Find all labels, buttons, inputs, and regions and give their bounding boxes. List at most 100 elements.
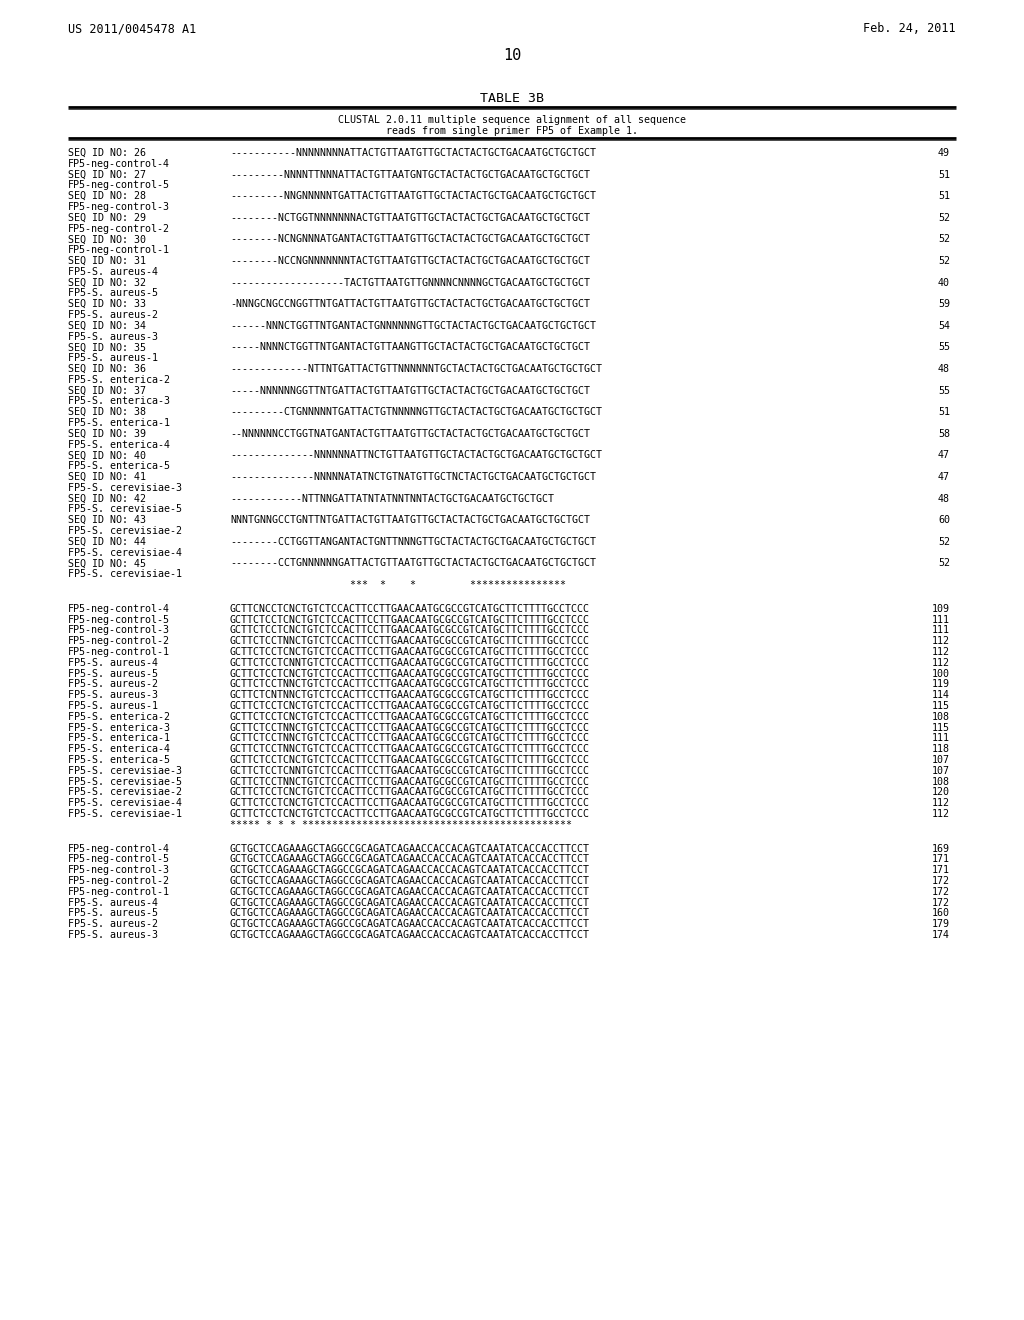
Text: FP5-S. aureus-4: FP5-S. aureus-4: [68, 657, 158, 668]
Text: FP5-S. enterica-5: FP5-S. enterica-5: [68, 461, 170, 471]
Text: 49: 49: [938, 148, 950, 158]
Text: 171: 171: [932, 865, 950, 875]
Text: FP5-S. cerevisiae-5: FP5-S. cerevisiae-5: [68, 504, 182, 515]
Text: 111: 111: [932, 734, 950, 743]
Text: SEQ ID NO: 33: SEQ ID NO: 33: [68, 300, 146, 309]
Text: SEQ ID NO: 34: SEQ ID NO: 34: [68, 321, 146, 331]
Text: SEQ ID NO: 28: SEQ ID NO: 28: [68, 191, 146, 201]
Text: 112: 112: [932, 647, 950, 657]
Text: 52: 52: [938, 235, 950, 244]
Text: FP5-S. aureus-1: FP5-S. aureus-1: [68, 701, 158, 711]
Text: FP5-S. cerevisiae-2: FP5-S. cerevisiae-2: [68, 525, 182, 536]
Text: FP5-neg-control-5: FP5-neg-control-5: [68, 854, 170, 865]
Text: 160: 160: [932, 908, 950, 919]
Text: FP5-S. aureus-4: FP5-S. aureus-4: [68, 898, 158, 908]
Text: FP5-S. enterica-2: FP5-S. enterica-2: [68, 375, 170, 385]
Text: GCTGCTCCAGAAAGCTAGGCCGCAGATCAGAACCACCACAGTCAATATCACCACCTTCCT: GCTGCTCCAGAAAGCTAGGCCGCAGATCAGAACCACCACA…: [230, 887, 590, 896]
Text: GCTTCTCCTCNCTGTCTCCACTTCCTTGAACAATGCGCCGTCATGCTTCTTTTGCCTCCC: GCTTCTCCTCNCTGTCTCCACTTCCTTGAACAATGCGCCG…: [230, 626, 590, 635]
Text: 107: 107: [932, 755, 950, 766]
Text: GCTTCTCCTCNCTGTCTCCACTTCCTTGAACAATGCGCCGTCATGCTTCTTTTGCCTCCC: GCTTCTCCTCNCTGTCTCCACTTCCTTGAACAATGCGCCG…: [230, 701, 590, 711]
Text: FP5-S. enterica-1: FP5-S. enterica-1: [68, 418, 170, 428]
Text: 169: 169: [932, 843, 950, 854]
Text: 118: 118: [932, 744, 950, 754]
Text: 55: 55: [938, 342, 950, 352]
Text: 109: 109: [932, 603, 950, 614]
Text: FP5-neg-control-2: FP5-neg-control-2: [68, 636, 170, 647]
Text: 107: 107: [932, 766, 950, 776]
Text: FP5-S. enterica-1: FP5-S. enterica-1: [68, 734, 170, 743]
Text: FP5-S. aureus-5: FP5-S. aureus-5: [68, 668, 158, 678]
Text: ---------NNGNNNNNTGATTACTGTTAATGTTGCTACTACTGCTGACAATGCTGCTGCT: ---------NNGNNNNNTGATTACTGTTAATGTTGCTACT…: [230, 191, 596, 201]
Text: US 2011/0045478 A1: US 2011/0045478 A1: [68, 22, 197, 36]
Text: FP5-neg-control-1: FP5-neg-control-1: [68, 246, 170, 255]
Text: GCTGCTCCAGAAAGCTAGGCCGCAGATCAGAACCACCACAGTCAATATCACCACCTTCCT: GCTGCTCCAGAAAGCTAGGCCGCAGATCAGAACCACCACA…: [230, 865, 590, 875]
Text: FP5-S. enterica-4: FP5-S. enterica-4: [68, 440, 170, 450]
Text: GCTGCTCCAGAAAGCTAGGCCGCAGATCAGAACCACCACAGTCAATATCACCACCTTCCT: GCTGCTCCAGAAAGCTAGGCCGCAGATCAGAACCACCACA…: [230, 854, 590, 865]
Text: FP5-neg-control-4: FP5-neg-control-4: [68, 158, 170, 169]
Text: FP5-neg-control-1: FP5-neg-control-1: [68, 887, 170, 896]
Text: 52: 52: [938, 558, 950, 569]
Text: FP5-neg-control-5: FP5-neg-control-5: [68, 615, 170, 624]
Text: SEQ ID NO: 32: SEQ ID NO: 32: [68, 277, 146, 288]
Text: GCTTCTCCTCNCTGTCTCCACTTCCTTGAACAATGCGCCGTCATGCTTCTTTTGCCTCCC: GCTTCTCCTCNCTGTCTCCACTTCCTTGAACAATGCGCCG…: [230, 711, 590, 722]
Text: SEQ ID NO: 38: SEQ ID NO: 38: [68, 407, 146, 417]
Text: GCTTCTCCTCNCTGTCTCCACTTCCTTGAACAATGCGCCGTCATGCTTCTTTTGCCTCCC: GCTTCTCCTCNCTGTCTCCACTTCCTTGAACAATGCGCCG…: [230, 755, 590, 766]
Text: FP5-S. aureus-3: FP5-S. aureus-3: [68, 331, 158, 342]
Text: 10: 10: [503, 48, 521, 63]
Text: 174: 174: [932, 929, 950, 940]
Text: FP5-neg-control-2: FP5-neg-control-2: [68, 876, 170, 886]
Text: --------------NNNNNNATTNCTGTTAATGTTGCTACTACTGCTGACAATGCTGCTGCT: --------------NNNNNNATTNCTGTTAATGTTGCTAC…: [230, 450, 602, 461]
Text: FP5-S. aureus-2: FP5-S. aureus-2: [68, 680, 158, 689]
Text: 47: 47: [938, 450, 950, 461]
Text: FP5-neg-control-5: FP5-neg-control-5: [68, 181, 170, 190]
Text: 112: 112: [932, 657, 950, 668]
Text: GCTTCTCCTCNCTGTCTCCACTTCCTTGAACAATGCGCCGTCATGCTTCTTTTGCCTCCC: GCTTCTCCTCNCTGTCTCCACTTCCTTGAACAATGCGCCG…: [230, 647, 590, 657]
Text: GCTTCTCCTCNCTGTCTCCACTTCCTTGAACAATGCGCCGTCATGCTTCTTTTGCCTCCC: GCTTCTCCTCNCTGTCTCCACTTCCTTGAACAATGCGCCG…: [230, 668, 590, 678]
Text: 179: 179: [932, 919, 950, 929]
Text: FP5-S. cerevisiae-3: FP5-S. cerevisiae-3: [68, 483, 182, 492]
Text: --------NCNGNNNATGANTACTGTTAATGTTGCTACTACTGCTGACAATGCTGCTGCT: --------NCNGNNNATGANTACTGTTAATGTTGCTACTA…: [230, 235, 590, 244]
Text: 114: 114: [932, 690, 950, 700]
Text: 52: 52: [938, 537, 950, 546]
Text: --------------NNNNNATATNCTGTNATGTTGCTNCTACTGCTGACAATGCTGCTGCT: --------------NNNNNATATNCTGTNATGTTGCTNCT…: [230, 473, 596, 482]
Text: SEQ ID NO: 43: SEQ ID NO: 43: [68, 515, 146, 525]
Text: FP5-S. aureus-3: FP5-S. aureus-3: [68, 690, 158, 700]
Text: 171: 171: [932, 854, 950, 865]
Text: ------------NTTNNGATTATNTATNNTNNTACTGCTGACAATGCTGCTGCT: ------------NTTNNGATTATNTATNNTNNTACTGCTG…: [230, 494, 554, 504]
Text: --------NCTGGTNNNNNNNACTGTTAATGTTGCTACTACTGCTGACAATGCTGCTGCT: --------NCTGGTNNNNNNNACTGTTAATGTTGCTACTA…: [230, 213, 590, 223]
Text: 58: 58: [938, 429, 950, 438]
Text: 115: 115: [932, 722, 950, 733]
Text: FP5-S. aureus-1: FP5-S. aureus-1: [68, 354, 158, 363]
Text: 172: 172: [932, 898, 950, 908]
Text: GCTTCTCCTCNCTGTCTCCACTTCCTTGAACAATGCGCCGTCATGCTTCTTTTGCCTCCC: GCTTCTCCTCNCTGTCTCCACTTCCTTGAACAATGCGCCG…: [230, 615, 590, 624]
Text: 111: 111: [932, 626, 950, 635]
Text: 119: 119: [932, 680, 950, 689]
Text: reads from single primer FP5 of Example 1.: reads from single primer FP5 of Example …: [386, 125, 638, 136]
Text: FP5-S. enterica-4: FP5-S. enterica-4: [68, 744, 170, 754]
Text: GCTTCTCCTNNCTGTCTCCACTTCCTTGAACAATGCGCCGTCATGCTTCTTTTGCCTCCC: GCTTCTCCTNNCTGTCTCCACTTCCTTGAACAATGCGCCG…: [230, 734, 590, 743]
Text: FP5-neg-control-2: FP5-neg-control-2: [68, 223, 170, 234]
Text: FP5-S. aureus-5: FP5-S. aureus-5: [68, 908, 158, 919]
Text: GCTGCTCCAGAAAGCTAGGCCGCAGATCAGAACCACCACAGTCAATATCACCACCTTCCT: GCTGCTCCAGAAAGCTAGGCCGCAGATCAGAACCACCACA…: [230, 843, 590, 854]
Text: ---------NNNNTTNNNATTACTGTTAATGNTGCTACTACTGCTGACAATGCTGCTGCT: ---------NNNNTTNNNATTACTGTTAATGNTGCTACTA…: [230, 169, 590, 180]
Text: 55: 55: [938, 385, 950, 396]
Text: FP5-S. cerevisiae-3: FP5-S. cerevisiae-3: [68, 766, 182, 776]
Text: 108: 108: [932, 776, 950, 787]
Text: 108: 108: [932, 711, 950, 722]
Text: 111: 111: [932, 615, 950, 624]
Text: 120: 120: [932, 787, 950, 797]
Text: GCTTCTCNTNNCTGTCTCCACTTCCTTGAACAATGCGCCGTCATGCTTCTTTTGCCTCCC: GCTTCTCNTNNCTGTCTCCACTTCCTTGAACAATGCGCCG…: [230, 690, 590, 700]
Text: SEQ ID NO: 40: SEQ ID NO: 40: [68, 450, 146, 461]
Text: 52: 52: [938, 256, 950, 267]
Text: FP5-neg-control-1: FP5-neg-control-1: [68, 647, 170, 657]
Text: 52: 52: [938, 213, 950, 223]
Text: -----NNNNCTGGTTNTGANTACTGTTAANGTTGCTACTACTGCTGACAATGCTGCTGCT: -----NNNNCTGGTTNTGANTACTGTTAANGTTGCTACTA…: [230, 342, 590, 352]
Text: SEQ ID NO: 37: SEQ ID NO: 37: [68, 385, 146, 396]
Text: 60: 60: [938, 515, 950, 525]
Text: 48: 48: [938, 494, 950, 504]
Text: Feb. 24, 2011: Feb. 24, 2011: [863, 22, 956, 36]
Text: -----------NNNNNNNNATTACTGTTAATGTTGCTACTACTGCTGACAATGCTGCTGCT: -----------NNNNNNNNATTACTGTTAATGTTGCTACT…: [230, 148, 596, 158]
Text: SEQ ID NO: 26: SEQ ID NO: 26: [68, 148, 146, 158]
Text: 112: 112: [932, 809, 950, 818]
Text: --NNNNNNCCTGGTNATGANTACTGTTAATGTTGCTACTACTGCTGACAATGCTGCTGCT: --NNNNNNCCTGGTNATGANTACTGTTAATGTTGCTACTA…: [230, 429, 590, 438]
